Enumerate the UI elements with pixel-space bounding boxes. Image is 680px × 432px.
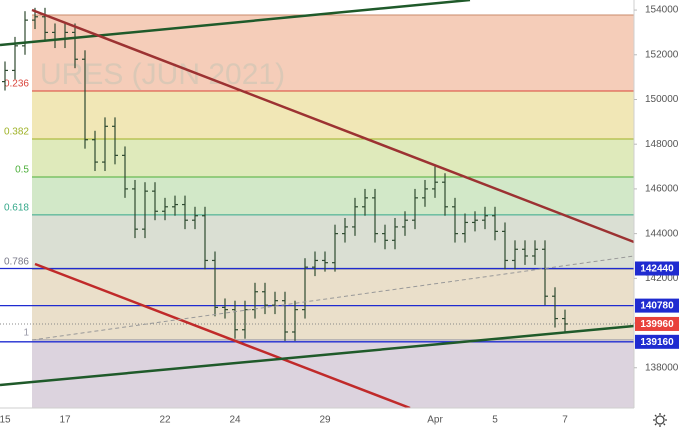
x-tick-label: 15 — [0, 415, 11, 426]
x-tick-label: Apr — [427, 415, 443, 426]
watermark: URES (JUN 2021) — [40, 58, 285, 91]
trend-line — [31, 255, 635, 341]
trend-line — [31, 8, 635, 244]
y-tick-label: 148000 — [645, 139, 679, 150]
fib-label: 0.786 — [4, 257, 29, 268]
fib-label: 0.382 — [4, 127, 29, 138]
price-tag-label: 142440 — [640, 264, 674, 275]
fib-label: 1 — [23, 327, 29, 338]
x-tick-label: 5 — [492, 415, 498, 426]
price-axis — [634, 0, 680, 432]
trend-line — [34, 262, 411, 410]
fib-zones: 0.236 0.382 0.5 0.618 0.786 1 — [4, 14, 634, 408]
fib-label: 0.236 — [4, 79, 29, 90]
x-tick-label: 17 — [59, 415, 71, 426]
y-tick-label: 146000 — [645, 184, 679, 195]
axes: 154000 152000 150000 148000 146000 144000 1420… — [0, 5, 679, 426]
price-tag — [635, 298, 679, 313]
trend-line — [0, 0, 471, 47]
price-tag — [635, 334, 679, 349]
trend-line — [0, 324, 635, 387]
price-tag — [635, 261, 679, 276]
price-tag — [635, 316, 679, 331]
settings-icon[interactable] — [653, 413, 667, 427]
fib-zone — [32, 214, 634, 269]
price-tag-label: 139960 — [640, 319, 674, 330]
fib-zone — [32, 90, 634, 139]
x-tick-label: 22 — [159, 415, 171, 426]
fib-zone — [32, 14, 634, 91]
plot — [0, 7, 634, 343]
x-tick-label: 7 — [562, 415, 568, 426]
y-tick-label: 150000 — [645, 94, 679, 105]
y-tick-label: 142000 — [645, 273, 679, 284]
y-tick-label: 144000 — [645, 228, 679, 239]
price-tag-label: 139160 — [640, 337, 674, 348]
y-tick-label: 152000 — [645, 49, 679, 60]
fib-zone — [32, 176, 634, 215]
fib-zone — [32, 138, 634, 177]
x-tick-label: 29 — [319, 415, 331, 426]
y-tick-label: 138000 — [645, 362, 679, 373]
fib-label: 0.618 — [4, 202, 29, 213]
x-tick-label: 24 — [229, 415, 241, 426]
fib-zone — [32, 268, 634, 340]
price-tag-label: 140780 — [640, 301, 674, 312]
time-axis — [0, 408, 680, 432]
y-tick-label: 154000 — [645, 5, 679, 16]
fib-label: 0.5 — [15, 165, 29, 176]
